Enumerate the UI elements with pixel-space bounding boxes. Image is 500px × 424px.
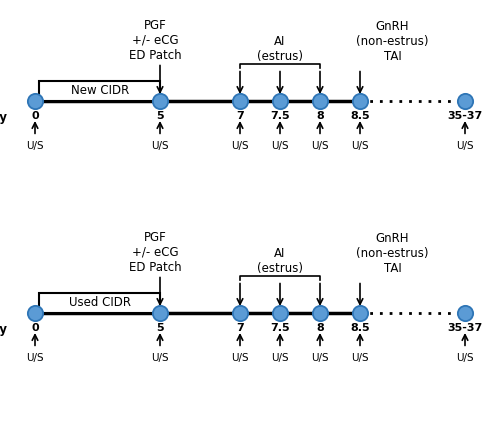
Bar xyxy=(39,81,160,101)
Text: U/S: U/S xyxy=(456,141,474,151)
Text: U/S: U/S xyxy=(26,141,44,151)
Text: 8: 8 xyxy=(316,111,324,121)
Text: U/S: U/S xyxy=(351,141,369,151)
Text: AI
(estrus): AI (estrus) xyxy=(257,247,303,275)
Bar xyxy=(39,293,160,313)
Text: PGF
+/- eCG
ED Patch: PGF +/- eCG ED Patch xyxy=(128,231,182,273)
Text: 8.5: 8.5 xyxy=(350,323,370,333)
Text: Used CIDR: Used CIDR xyxy=(69,296,131,310)
Text: U/S: U/S xyxy=(231,141,249,151)
Text: AI
(estrus): AI (estrus) xyxy=(257,35,303,63)
Text: Day: Day xyxy=(0,111,8,124)
Text: 8.5: 8.5 xyxy=(350,111,370,121)
Text: New CIDR: New CIDR xyxy=(71,84,129,98)
Text: 5: 5 xyxy=(156,111,164,121)
Text: 5: 5 xyxy=(156,323,164,333)
Text: U/S: U/S xyxy=(351,353,369,363)
Text: 0: 0 xyxy=(31,111,39,121)
Text: 0: 0 xyxy=(31,323,39,333)
Text: 7.5: 7.5 xyxy=(270,323,290,333)
Text: 7.5: 7.5 xyxy=(270,111,290,121)
Text: U/S: U/S xyxy=(456,353,474,363)
Text: U/S: U/S xyxy=(271,141,289,151)
Text: GnRH
(non-estrus)
TAI: GnRH (non-estrus) TAI xyxy=(356,20,429,63)
Text: U/S: U/S xyxy=(311,353,329,363)
Text: 7: 7 xyxy=(236,111,244,121)
Text: U/S: U/S xyxy=(151,141,169,151)
Text: 7: 7 xyxy=(236,323,244,333)
Text: 35-37: 35-37 xyxy=(448,323,482,333)
Text: PGF
+/- eCG
ED Patch: PGF +/- eCG ED Patch xyxy=(128,19,182,61)
Text: U/S: U/S xyxy=(151,353,169,363)
Text: U/S: U/S xyxy=(311,141,329,151)
Text: 8: 8 xyxy=(316,323,324,333)
Text: GnRH
(non-estrus)
TAI: GnRH (non-estrus) TAI xyxy=(356,232,429,275)
Text: U/S: U/S xyxy=(271,353,289,363)
Text: U/S: U/S xyxy=(231,353,249,363)
Text: 35-37: 35-37 xyxy=(448,111,482,121)
Text: U/S: U/S xyxy=(26,353,44,363)
Text: Day: Day xyxy=(0,323,8,336)
